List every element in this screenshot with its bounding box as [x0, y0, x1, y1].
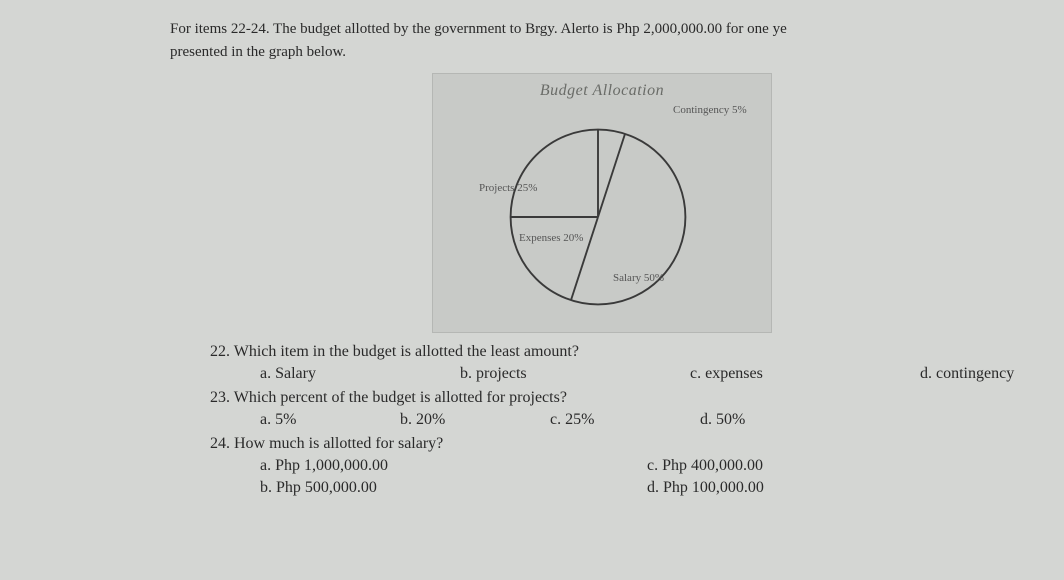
q22-opt-a: a. Salary — [260, 365, 460, 383]
question-24: 24. How much is allotted for salary? — [210, 435, 1034, 453]
question-22: 22. Which item in the budget is allotted… — [210, 343, 1034, 361]
q23-opt-d: d. 50% — [700, 411, 820, 429]
q24-opt-d: d. Php 100,000.00 — [647, 479, 1034, 497]
q22-options: a. Salary b. projects c. expenses d. con… — [260, 365, 1034, 383]
q23-opt-a: a. 5% — [260, 411, 400, 429]
q24-opt-c: c. Php 400,000.00 — [647, 457, 1034, 475]
q24-options: a. Php 1,000,000.00 b. Php 500,000.00 c.… — [260, 457, 1034, 501]
q23-opt-b: b. 20% — [400, 411, 550, 429]
q22-opt-b: b. projects — [460, 365, 690, 383]
question-23: 23. Which percent of the budget is allot… — [210, 389, 1034, 407]
chart-title: Budget Allocation — [433, 82, 771, 100]
q22-opt-c: c. expenses — [690, 365, 920, 383]
slice-label-contingency: Contingency 5% — [673, 104, 747, 116]
intro-line1: For items 22-24. The budget allotted by … — [170, 21, 787, 37]
slice-label-expenses: Expenses 20% — [519, 232, 583, 244]
q23-options: a. 5% b. 20% c. 25% d. 50% — [260, 411, 1034, 429]
q23-opt-c: c. 25% — [550, 411, 700, 429]
slice-label-salary: Salary 50% — [613, 272, 664, 284]
q22-opt-d: d. contingency — [920, 365, 1064, 383]
q24-opt-b: b. Php 500,000.00 — [260, 479, 647, 497]
budget-chart: Budget Allocation Contingency 5% Salary … — [432, 73, 772, 333]
pie-chart — [503, 122, 693, 312]
intro-line2: presented in the graph below. — [170, 44, 346, 60]
slice-label-projects: Projects 25% — [479, 182, 537, 194]
q24-opt-a: a. Php 1,000,000.00 — [260, 457, 647, 475]
intro-text: For items 22-24. The budget allotted by … — [170, 18, 1034, 63]
